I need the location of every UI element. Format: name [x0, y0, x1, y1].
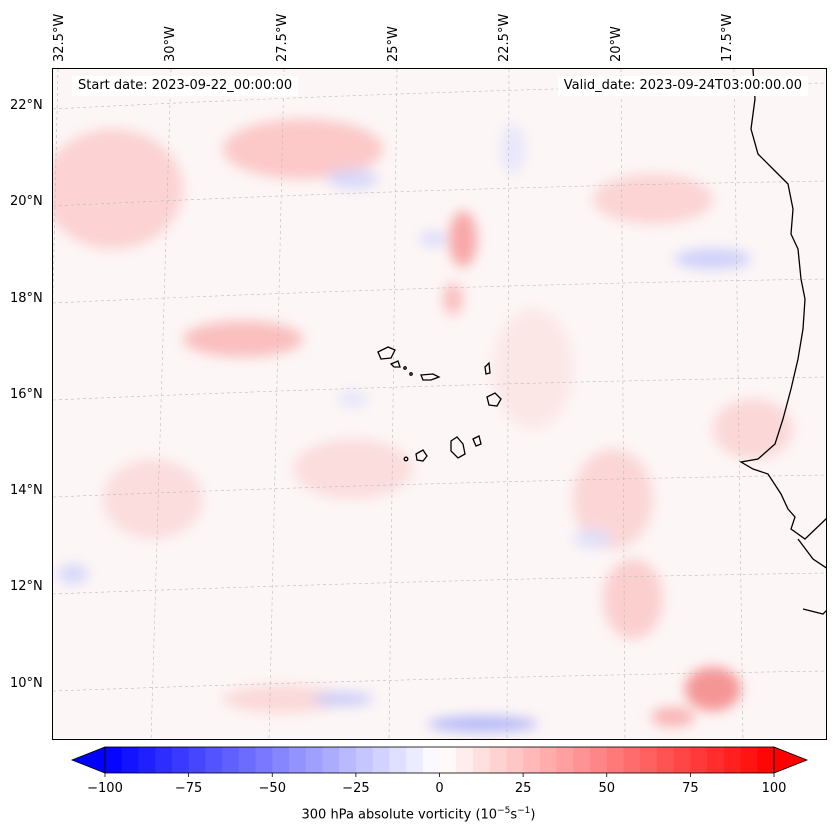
- lat-label-12n: 12°N: [10, 579, 43, 594]
- colorbar-segment: [171, 747, 190, 773]
- colorbar-segment: [539, 747, 558, 773]
- colorbar-segment: [406, 747, 424, 773]
- colorbar-segment: [556, 747, 574, 773]
- colorbar-segment: [606, 747, 624, 773]
- colorbar-segment: [105, 747, 123, 773]
- cbar-tick-label: 50: [598, 781, 616, 796]
- colorbar-segment: [439, 747, 457, 773]
- vorticity-field: [53, 119, 793, 732]
- colorbar-segment: [155, 747, 173, 773]
- colorbar-segments: [105, 747, 775, 773]
- lon-label-20w: 20°W: [609, 26, 624, 62]
- lon-label-30w: 30°W: [163, 26, 178, 62]
- graticule: [53, 69, 826, 739]
- lat-label-22n: 22°N: [10, 98, 43, 113]
- cbar-tick-label: −25: [342, 781, 370, 796]
- colorbar-segment: [205, 747, 223, 773]
- colorbar-segment: [121, 747, 139, 773]
- cbar-title-mid: s: [510, 807, 518, 823]
- colorbar-segment: [740, 747, 758, 773]
- colorbar-segment: [656, 747, 675, 773]
- colorbar-min-extension: [70, 746, 106, 774]
- lat-label-20n: 20°N: [10, 194, 43, 209]
- colorbar-segment: [322, 747, 340, 773]
- valid-date-label: Valid_date: 2023-09-24T03:00:00.00: [557, 76, 808, 96]
- cbar-title-exp2: −1: [517, 806, 531, 816]
- cbar-tick-label: 100: [761, 781, 787, 796]
- lat-label-14n: 14°N: [10, 483, 43, 498]
- colorbar-segment: [673, 747, 691, 773]
- colorbar-segment: [422, 747, 440, 773]
- colorbar: [70, 746, 809, 777]
- cbar-tick-label: 0: [435, 781, 444, 796]
- colorbar-segment: [623, 747, 641, 773]
- colorbar-title: 300 hPa absolute vorticity (10−5s−1): [0, 806, 837, 822]
- colorbar-segment: [188, 747, 206, 773]
- colorbar-segment: [222, 747, 240, 773]
- lon-label-27-5w: 27.5°W: [275, 13, 290, 62]
- colorbar-segment: [288, 747, 307, 773]
- cbar-tick-label: −100: [87, 781, 123, 796]
- lon-label-32-5w: 32.5°W: [52, 13, 67, 62]
- colorbar-segment: [305, 747, 323, 773]
- colorbar-segment: [757, 747, 775, 773]
- cbar-title-prefix: 300 hPa absolute vorticity (10: [301, 807, 498, 823]
- colorbar-segment: [255, 747, 273, 773]
- cbar-title-suffix: ): [530, 807, 536, 823]
- colorbar-segment: [723, 747, 742, 773]
- colorbar-segment: [590, 747, 608, 773]
- cbar-tick-label: 75: [682, 781, 699, 796]
- lon-label-17-5w: 17.5°W: [720, 13, 735, 62]
- colorbar-segment: [372, 747, 390, 773]
- start-date-label: Start date: 2023-09-22_00:00:00: [72, 76, 299, 96]
- cbar-tick-label: −75: [174, 781, 203, 796]
- colorbar-ticks: [104, 773, 775, 777]
- colorbar-segment: [707, 747, 725, 773]
- colorbar-segment: [272, 747, 290, 773]
- lat-label-16n: 16°N: [10, 387, 43, 402]
- colorbar-segment: [456, 747, 474, 773]
- map-area: [52, 68, 827, 740]
- colorbar-segment: [389, 747, 407, 773]
- colorbar-segment: [523, 747, 541, 773]
- colorbar-segment: [138, 747, 156, 773]
- colorbar-segment: [573, 747, 591, 773]
- cbar-tick-label: 25: [514, 781, 532, 796]
- africa-coastline: [739, 69, 826, 615]
- lon-label-22-5w: 22.5°W: [497, 13, 512, 62]
- lat-label-10n: 10°N: [10, 676, 43, 691]
- colorbar-max-extension: [773, 746, 809, 774]
- colorbar-segment: [238, 747, 257, 773]
- cbar-title-exp1: −5: [497, 806, 511, 816]
- colorbar-segment: [640, 747, 658, 773]
- colorbar-segment: [690, 747, 708, 773]
- lat-label-18n: 18°N: [10, 291, 43, 306]
- cbar-tick-label: −50: [258, 781, 286, 796]
- cape-verde-islands: [377, 346, 502, 462]
- colorbar-segment: [506, 747, 524, 773]
- colorbar-segment: [472, 747, 491, 773]
- colorbar-segment: [339, 747, 357, 773]
- vorticity-map: [53, 69, 826, 739]
- colorbar-segment: [489, 747, 507, 773]
- lon-label-25w: 25°W: [386, 26, 401, 62]
- colorbar-segment: [355, 747, 374, 773]
